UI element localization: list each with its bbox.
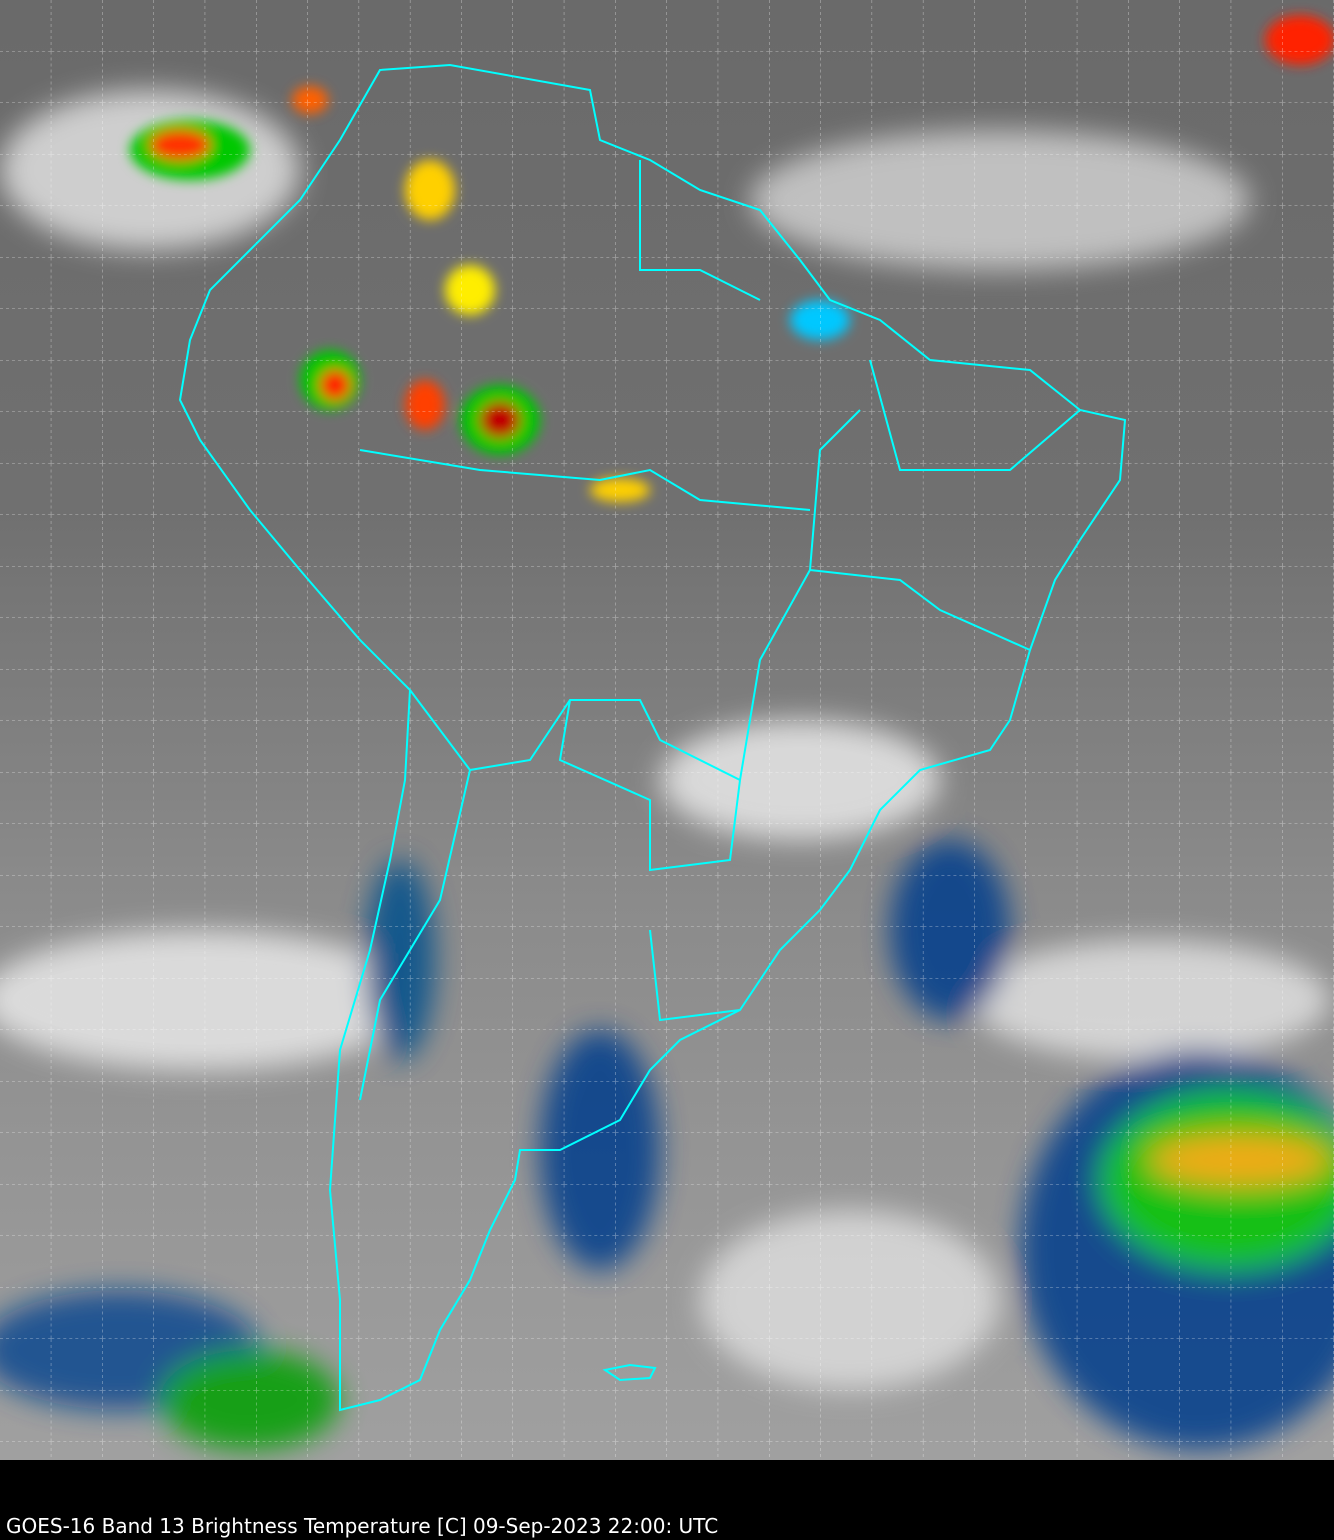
country-borders [178,63,1127,1412]
falkland-islands [602,1363,657,1382]
satellite-image [0,0,1334,1460]
satellite-overlay [0,0,1334,1460]
lat-lon-grid [0,0,1334,1460]
image-caption: GOES-16 Band 13 Brightness Temperature [… [6,1514,719,1538]
